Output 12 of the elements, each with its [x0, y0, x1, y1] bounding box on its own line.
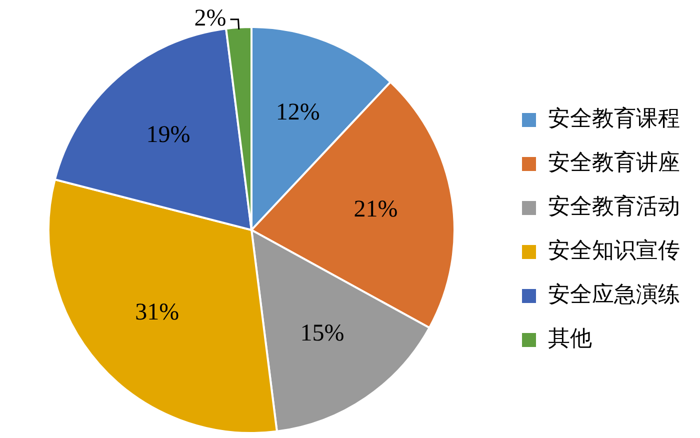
- data-label: 19%: [146, 122, 190, 148]
- legend-label: 安全教育课程: [548, 106, 680, 132]
- legend-label: 安全教育活动: [548, 194, 680, 220]
- data-label: 15%: [300, 320, 344, 346]
- legend-label: 安全教育讲座: [548, 150, 680, 176]
- legend-label: 其他: [548, 326, 592, 352]
- data-label: 21%: [354, 196, 398, 223]
- data-label: 2%: [194, 6, 226, 32]
- legend-label: 安全知识宣传: [548, 238, 680, 264]
- legend-label: 安全应急演练: [548, 282, 680, 308]
- data-label: 12%: [276, 99, 320, 126]
- data-label: 31%: [135, 300, 180, 326]
